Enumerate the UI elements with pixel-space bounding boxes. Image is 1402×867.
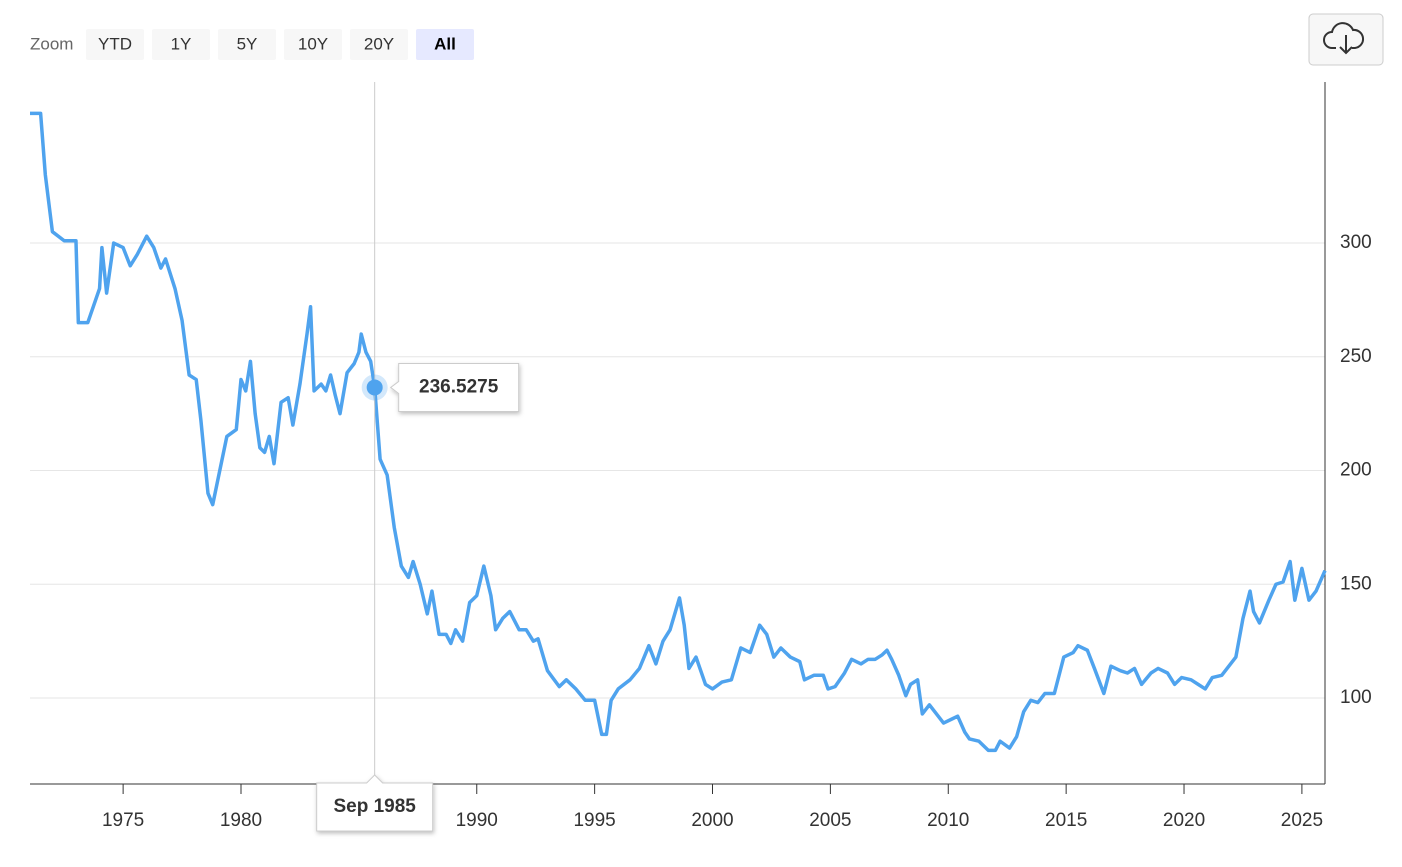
zoom-button-bg[interactable] bbox=[350, 29, 408, 60]
download-arrow[interactable] bbox=[1339, 35, 1353, 55]
zoom-bar: Zoom YTD 1Y 5Y 10Y 20Y All bbox=[30, 29, 474, 60]
zoom-button-label[interactable]: All bbox=[434, 34, 456, 53]
data-line bbox=[30, 111, 1327, 753]
hover-marker bbox=[366, 379, 383, 396]
zoom-button-label[interactable]: 20Y bbox=[364, 34, 394, 53]
zoom-label: Zoom bbox=[30, 34, 73, 53]
zoom-button-label[interactable]: 1Y bbox=[171, 34, 192, 53]
y-tick-label: 200 bbox=[1340, 460, 1372, 481]
zoom-button[interactable]: All bbox=[416, 29, 474, 60]
zoom-button-label[interactable]: 5Y bbox=[237, 34, 258, 53]
zoom-button-bg[interactable] bbox=[416, 29, 474, 60]
zoom-button-label[interactable]: YTD bbox=[98, 34, 132, 53]
x-tick-label: 2015 bbox=[1045, 810, 1087, 831]
zoom-button-bg[interactable] bbox=[152, 29, 210, 60]
zoom-button-bg[interactable] bbox=[86, 29, 144, 60]
x-tick-label: 2000 bbox=[691, 810, 733, 831]
zoom-button[interactable]: YTD bbox=[86, 29, 144, 60]
zoom-button[interactable]: 20Y bbox=[350, 29, 408, 60]
download-button[interactable] bbox=[1308, 13, 1384, 66]
x-tick-label: 1995 bbox=[573, 810, 615, 831]
y-tick-label: 100 bbox=[1340, 687, 1372, 708]
zoom-button-label[interactable]: 10Y bbox=[298, 34, 328, 53]
x-tick-label: 1975 bbox=[102, 810, 144, 831]
y-tick-label: 150 bbox=[1340, 573, 1372, 594]
x-tick-label: 2025 bbox=[1281, 810, 1323, 831]
x-tick-label: 1990 bbox=[456, 810, 498, 831]
x-tooltip bbox=[316, 774, 434, 832]
y-tick-label: 300 bbox=[1340, 232, 1372, 253]
zoom-button-bg[interactable] bbox=[284, 29, 342, 60]
zoom-button[interactable]: 5Y bbox=[218, 29, 276, 60]
y-tick-label: 250 bbox=[1340, 346, 1372, 367]
value-tooltip bbox=[389, 362, 520, 412]
value-tooltip-text: 236.5275 bbox=[419, 376, 499, 397]
download-icon[interactable] bbox=[1323, 22, 1364, 49]
x-tick-label: 2020 bbox=[1163, 810, 1205, 831]
zoom-button[interactable]: 1Y bbox=[152, 29, 210, 60]
x-tooltip-text: Sep 1985 bbox=[333, 796, 416, 817]
zoom-button-bg[interactable] bbox=[218, 29, 276, 60]
x-tick-label: 2010 bbox=[927, 810, 969, 831]
x-tick-label: 1980 bbox=[220, 810, 262, 831]
zoom-button[interactable]: 10Y bbox=[284, 29, 342, 60]
x-tick-label: 2005 bbox=[809, 810, 851, 831]
